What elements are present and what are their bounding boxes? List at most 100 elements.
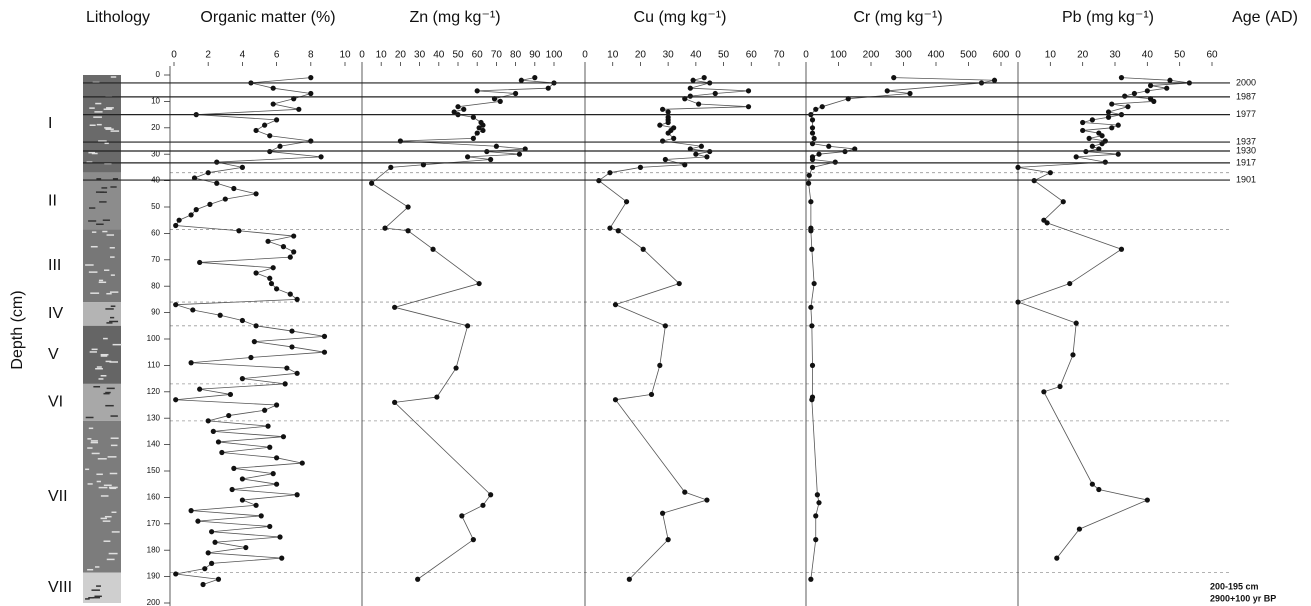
y-tick-label: 190 [147,572,161,581]
data-point [1047,170,1053,176]
data-point [1015,164,1021,170]
data-point [698,143,705,149]
data-point [545,85,551,91]
unit-label: I [48,115,52,132]
data-point [274,455,280,461]
profile-line [808,77,995,580]
data-point [229,486,235,493]
data-point [251,339,257,345]
x-tick-label: 100 [830,50,847,61]
x-tick-label: 40 [1142,50,1154,61]
data-point [253,191,259,197]
x-tick-label: 0 [359,50,365,61]
data-point [1115,151,1121,157]
data-point [470,135,476,141]
lithology-layer [83,172,121,230]
age-value: 1987 [1236,91,1256,101]
y-tick-label: 110 [147,361,160,370]
data-point [811,280,817,287]
data-point [280,244,287,250]
profile-line [598,77,749,580]
x-tick-label: 60 [746,50,758,61]
data-point [1089,143,1095,149]
data-point [191,175,198,181]
data-point [270,265,276,271]
data-point [173,571,179,577]
data-point [190,307,196,313]
age-value: 1977 [1236,109,1256,119]
data-point [665,109,671,115]
data-point [253,502,259,508]
data-point [480,127,486,134]
note: 2900+100 yr BP [1210,593,1276,603]
data-point [205,170,211,176]
y-tick-label: 70 [151,255,160,264]
x-tick-label: 30 [414,50,426,61]
data-point [197,386,203,392]
data-point [267,523,273,530]
data-point [239,376,245,382]
x-tick-label: 2 [205,50,211,61]
data-point [470,114,476,120]
data-point [405,204,411,210]
x-tick-label: 80 [510,50,522,61]
data-point [1109,125,1115,131]
data-point [239,317,245,324]
data-point [212,539,218,545]
y-axis-label: Depth (cm) [9,290,26,369]
data-point [321,349,328,355]
x-tick-label: 60 [472,50,484,61]
data-point [809,117,816,123]
data-point [662,156,668,163]
profile-line [175,77,325,585]
data-point [696,101,702,107]
data-point [809,397,815,403]
x-tick-label: 30 [1109,50,1121,61]
data-point [270,471,276,477]
data-point [637,164,644,170]
data-point [814,492,820,498]
data-point [258,513,264,519]
x-tick-label: 30 [663,50,675,61]
data-point [270,85,276,91]
data-point [1089,117,1095,123]
profile-line [370,77,555,580]
x-tick-label: 40 [690,50,702,61]
data-point [891,75,897,81]
data-point [253,323,259,329]
data-point [267,444,273,450]
data-point [809,130,816,136]
data-point [287,254,293,260]
data-point [1076,526,1083,532]
data-point [1067,280,1073,287]
data-point [253,270,259,276]
data-point [282,381,288,387]
data-point [676,280,682,287]
data-point [1089,481,1095,487]
data-point [470,537,476,543]
data-point [808,199,814,205]
data-point [284,365,290,371]
data-point [277,534,283,540]
unit-label: VIII [48,579,72,596]
data-point [518,77,524,83]
data-point [809,246,815,252]
data-point [222,196,228,202]
x-tick-label: 10 [607,50,619,61]
data-point [1144,88,1150,94]
x-tick-label: 50 [1174,50,1186,61]
x-tick-label: 0 [1015,50,1021,61]
x-tick-label: 10 [1045,50,1057,61]
data-point [1105,109,1112,115]
data-point [459,513,465,519]
data-point [173,302,179,308]
x-tick-label: 500 [960,50,977,61]
data-point [687,146,693,152]
data-point [397,138,403,144]
y-tick-label: 150 [147,466,161,475]
data-point [308,138,314,144]
data-point [369,180,375,186]
data-point [819,104,825,110]
data-point [806,172,812,178]
data-point [474,130,480,136]
